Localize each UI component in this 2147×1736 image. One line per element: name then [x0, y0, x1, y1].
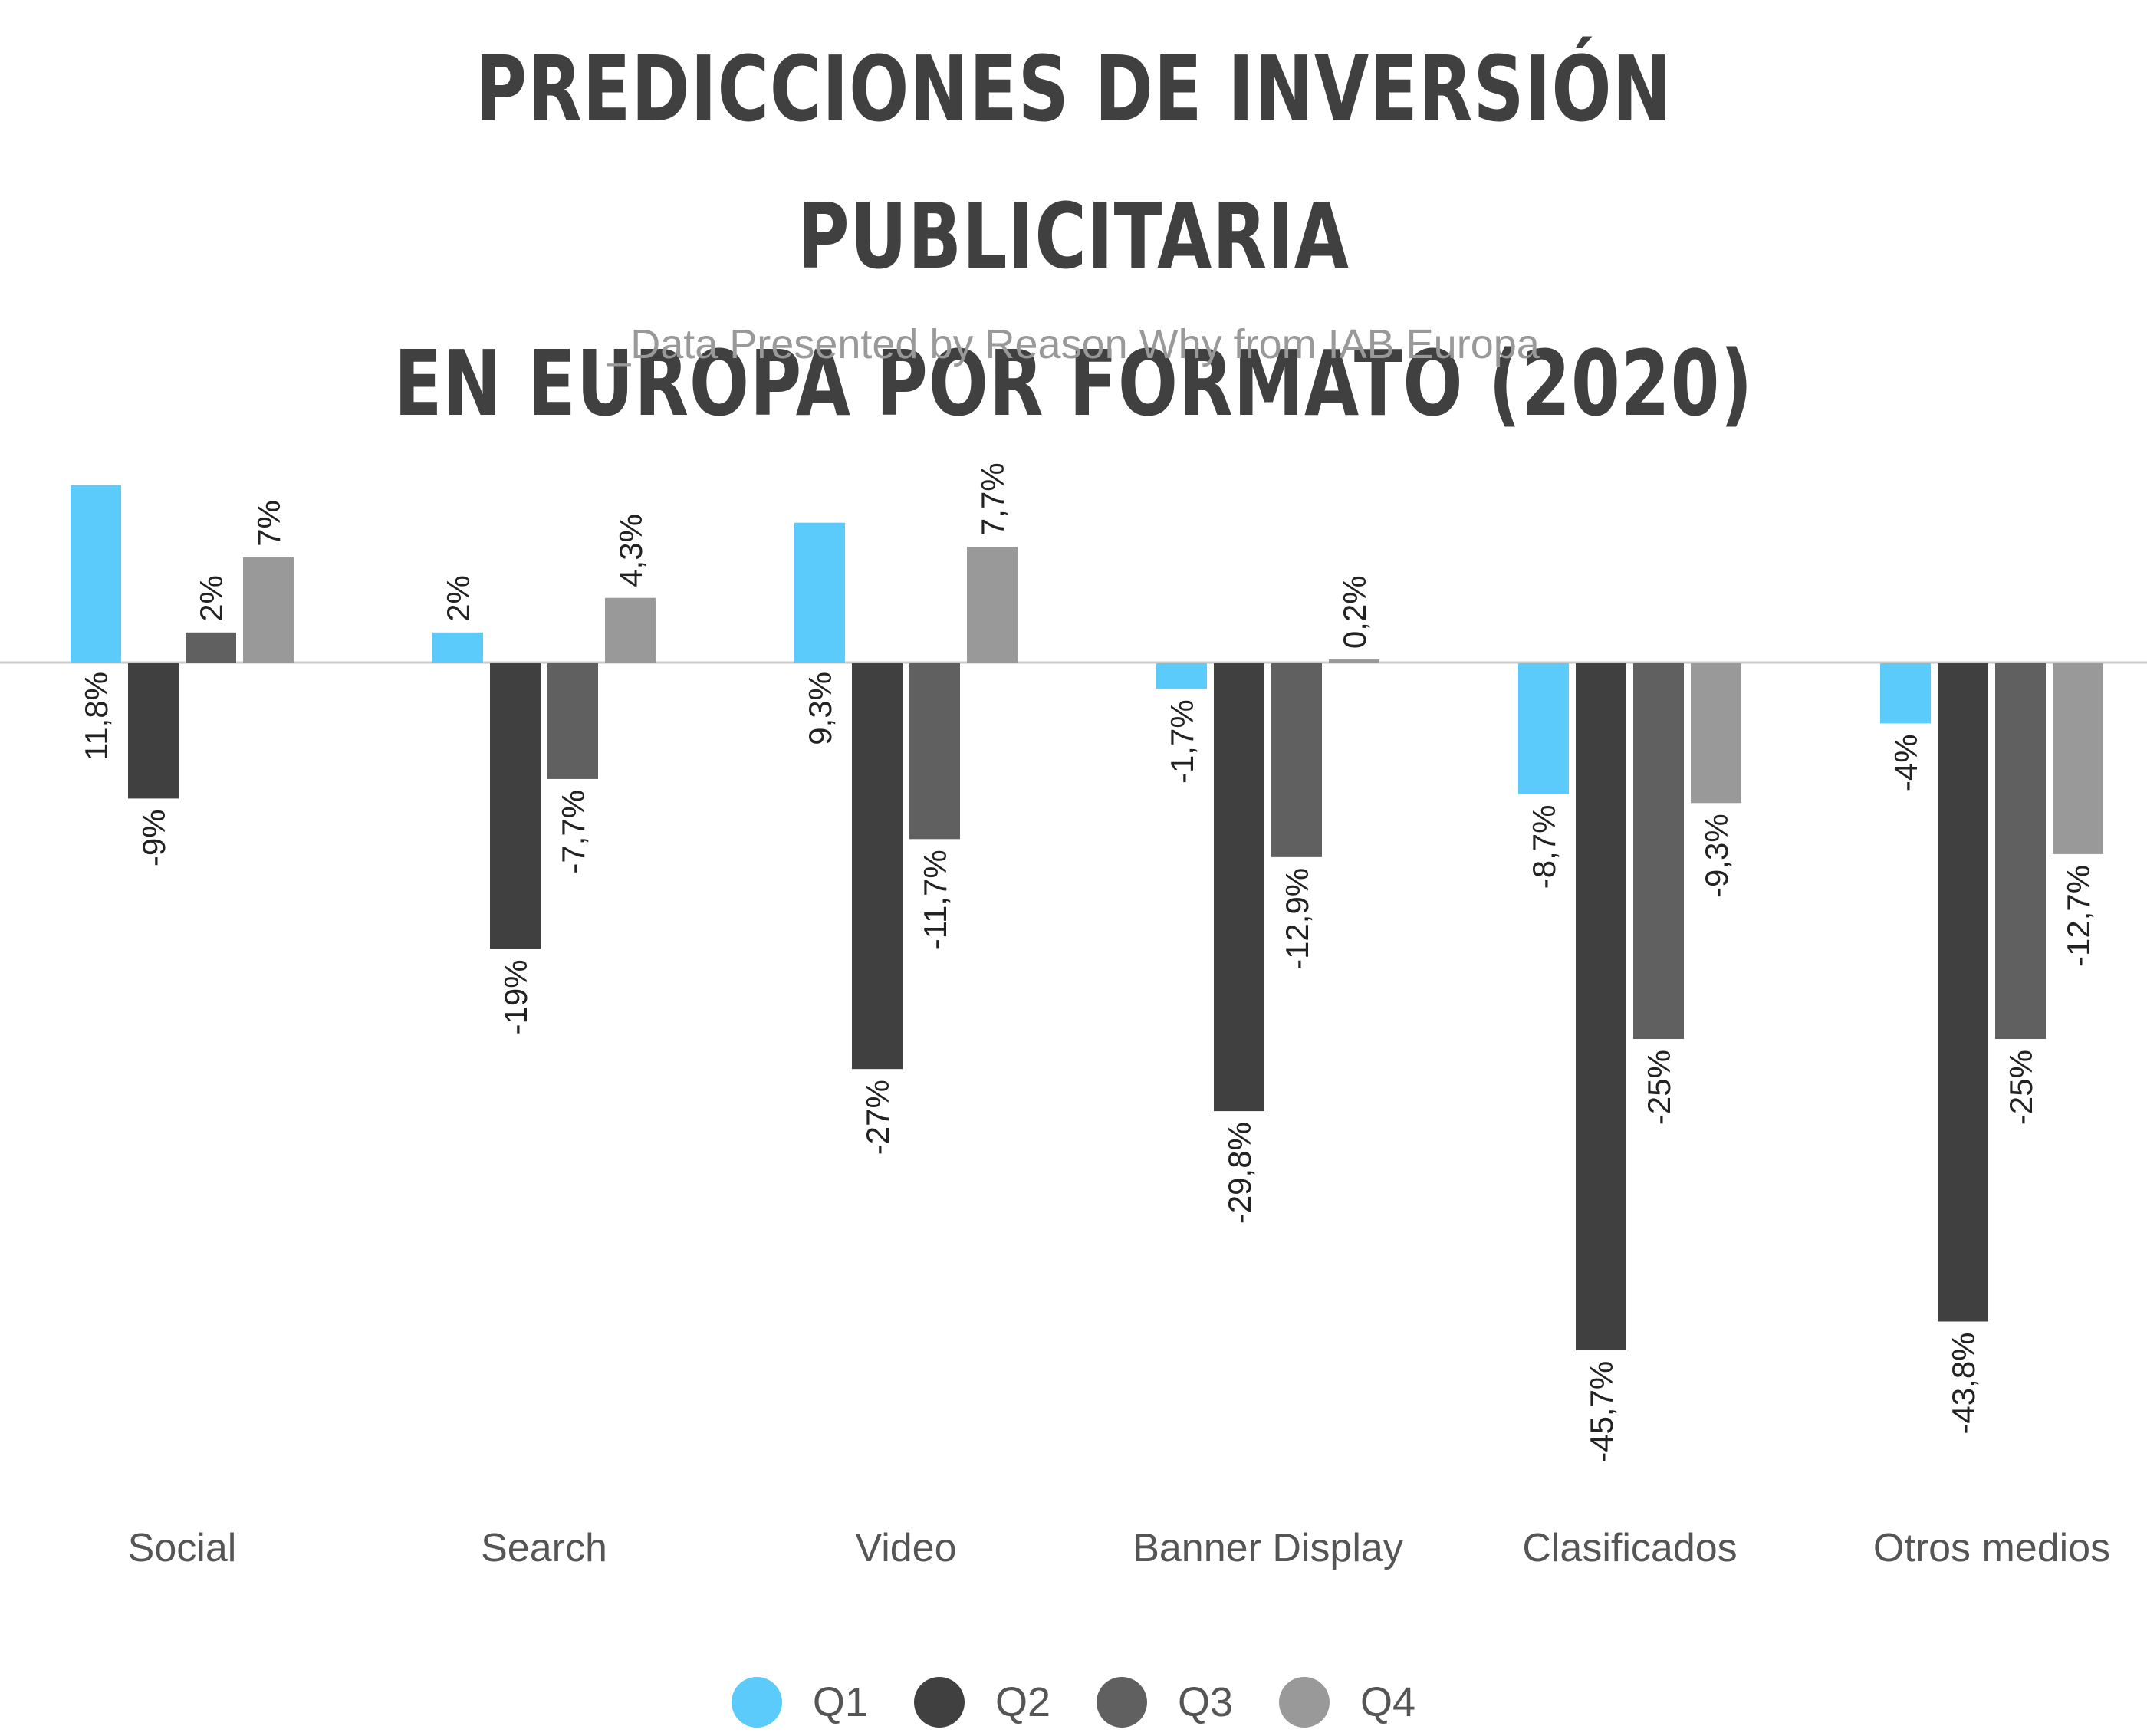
bar-social-q4 — [243, 557, 294, 663]
data-label-video-q3: -11,7% — [917, 850, 953, 949]
bar-clasificados-q3 — [1633, 663, 1684, 1039]
legend-item-q4: Q4 — [1279, 1677, 1415, 1728]
data-label-banner-display-q1: -1,7% — [1164, 699, 1200, 784]
category-label-otros-medios: Otros medios — [1873, 1526, 2110, 1570]
bar-search-q2 — [490, 663, 541, 949]
bar-social-q2 — [128, 663, 179, 799]
bar-clasificados-q4 — [1691, 663, 1741, 804]
data-label-otros-medios-q2: -43,8% — [1945, 1332, 1981, 1434]
bar-social-q3 — [186, 632, 236, 663]
data-label-search-q1: 2% — [440, 575, 476, 622]
bar-banner-display-q4 — [1329, 659, 1379, 663]
bar-banner-display-q1 — [1156, 663, 1207, 689]
bar-video-q2 — [852, 663, 903, 1070]
bar-otros-medios-q3 — [1995, 663, 2046, 1039]
legend-item-q1: Q1 — [731, 1677, 868, 1728]
category-label-search: Search — [481, 1526, 607, 1570]
data-label-clasificados-q4: -9,3% — [1698, 814, 1734, 898]
bar-search-q3 — [547, 663, 598, 779]
bar-video-q3 — [909, 663, 960, 840]
data-label-banner-display-q2: -29,8% — [1221, 1122, 1258, 1224]
data-label-otros-medios-q3: -25% — [2003, 1050, 2039, 1125]
data-label-banner-display-q4: 0,2% — [1337, 575, 1373, 649]
legend-label-q4: Q4 — [1360, 1679, 1416, 1725]
bar-search-q1 — [432, 632, 483, 663]
data-label-search-q2: -19% — [498, 959, 534, 1034]
chart-subtitle: _Data Presented by Reason Why from IAB E… — [607, 321, 1540, 367]
chart-title-line-2: EN EUROPA POR FORMATO (2020) — [393, 330, 1754, 436]
category-label-clasificados: Clasificados — [1522, 1526, 1737, 1570]
bar-otros-medios-q2 — [1938, 663, 1988, 1322]
data-label-otros-medios-q4: -12,7% — [2060, 865, 2096, 967]
legend-item-q2: Q2 — [913, 1677, 1050, 1728]
bar-otros-medios-q4 — [2053, 663, 2103, 854]
bar-otros-medios-q1 — [1880, 663, 1931, 724]
bar-banner-display-q3 — [1271, 663, 1322, 857]
bar-video-q4 — [967, 547, 1018, 663]
bar-video-q1 — [794, 522, 845, 663]
legend-swatch-q4 — [1279, 1677, 1330, 1728]
legend-swatch-q3 — [1097, 1677, 1147, 1728]
data-label-clasificados-q3: -25% — [1641, 1050, 1677, 1125]
bar-banner-display-q2 — [1214, 663, 1264, 1112]
data-label-social-q2: -9% — [136, 809, 172, 866]
legend-swatch-q2 — [913, 1677, 965, 1728]
legend-swatch-q1 — [731, 1677, 782, 1728]
legend-label-q1: Q1 — [812, 1679, 868, 1725]
chart-title: PREDICCIONES DE INVERSIÓN PUBLICITARIA E… — [236, 15, 1911, 457]
data-label-social-q1: 11,8% — [78, 672, 114, 761]
data-label-video-q2: -27% — [860, 1080, 896, 1155]
data-label-clasificados-q2: -45,7% — [1583, 1361, 1619, 1463]
chart-title-line-1: PREDICCIONES DE INVERSIÓN PUBLICITARIA — [475, 36, 1672, 289]
data-label-social-q3: 2% — [193, 575, 229, 622]
category-label-banner-display: Banner Display — [1133, 1526, 1403, 1570]
legend-label-q2: Q2 — [995, 1679, 1050, 1725]
data-label-search-q4: 4,3% — [613, 514, 649, 587]
data-label-banner-display-q3: -12,9% — [1279, 868, 1315, 970]
category-label-social: Social — [128, 1526, 237, 1570]
bar-clasificados-q2 — [1576, 663, 1626, 1350]
legend: Q1 Q2 Q3 Q4 — [0, 1672, 2147, 1733]
bar-social-q1 — [71, 485, 121, 663]
data-label-video-q1: 9,3% — [802, 672, 838, 745]
category-label-video: Video — [855, 1526, 956, 1570]
data-label-social-q4: 7% — [251, 500, 287, 547]
data-label-search-q3: -7,7% — [555, 790, 591, 874]
legend-label-q3: Q3 — [1178, 1679, 1234, 1725]
data-label-video-q4: 7,7% — [975, 462, 1011, 536]
bar-chart: 11,8% -9% 2% 7% Social 2% -19% -7,7% 4,3% Search 9… — [0, 462, 2147, 1570]
data-label-otros-medios-q1: -4% — [1888, 734, 1924, 791]
data-label-clasificados-q1: -8,7% — [1526, 805, 1562, 889]
bar-clasificados-q1 — [1518, 663, 1569, 794]
legend-item-q3: Q3 — [1097, 1677, 1233, 1728]
bar-search-q4 — [605, 597, 656, 663]
